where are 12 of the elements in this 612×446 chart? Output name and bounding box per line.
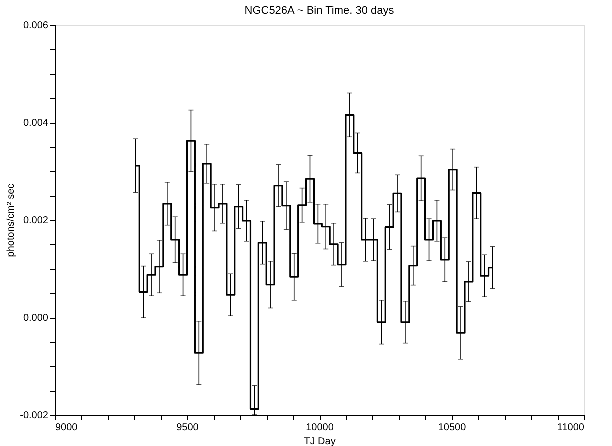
y-tick-label: 0.002 [23, 216, 49, 226]
y-tick-label: -0.002 [20, 410, 49, 422]
y-tick-label: 0.006 [23, 20, 49, 32]
x-tick-label: 9500 [176, 422, 200, 434]
y-axis-title: photons/cm² sec [6, 184, 18, 258]
x-tick-label: 10500 [438, 422, 467, 434]
x-tick-label: 9000 [56, 422, 78, 434]
y-tick-label: 0.004 [23, 118, 49, 129]
chart-title: NGC526A ~ Bin Time. 30 days [244, 5, 395, 17]
x-tick-label: 11000 [557, 422, 585, 434]
y-tick-label: 0.000 [23, 313, 49, 324]
x-tick-label: 10000 [306, 422, 334, 434]
